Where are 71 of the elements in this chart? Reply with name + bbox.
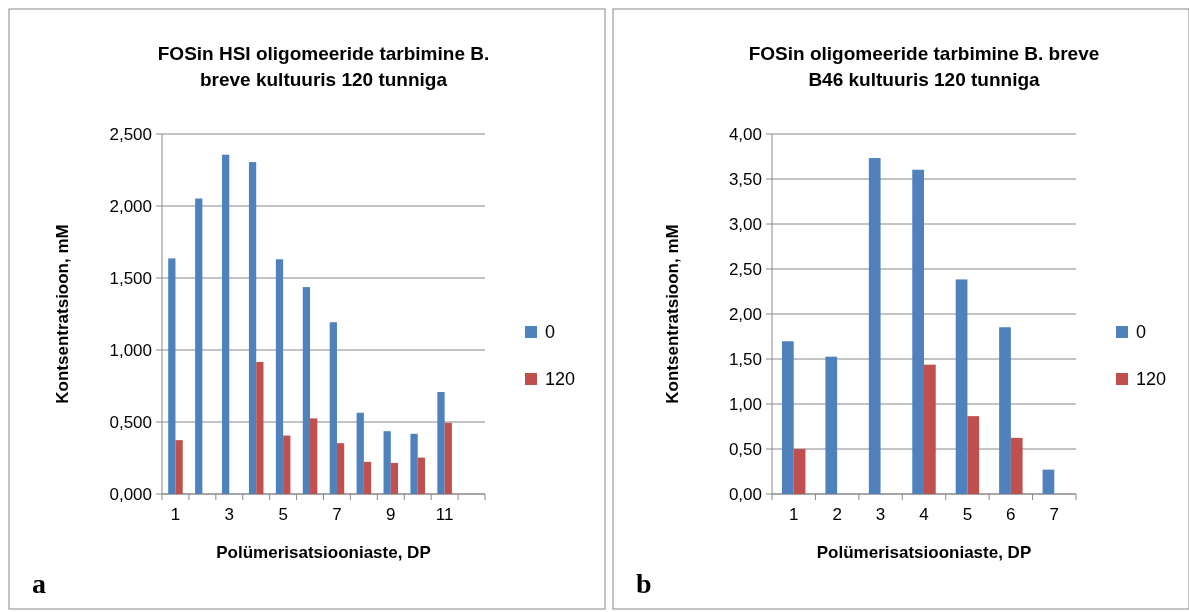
bar bbox=[222, 154, 230, 494]
bar bbox=[868, 158, 881, 494]
bar bbox=[967, 416, 980, 494]
bar bbox=[1042, 469, 1055, 494]
y-tick-label: 3,00 bbox=[728, 214, 762, 234]
x-axis-title: Polümerisatsiooniaste, DP bbox=[816, 543, 1032, 562]
x-tick-label: 7 bbox=[332, 505, 342, 524]
y-tick-label: 0,50 bbox=[728, 439, 762, 459]
y-axis-title: Kontsentratsioon, mM bbox=[663, 224, 682, 404]
y-tick-label: 0,500 bbox=[109, 412, 152, 432]
x-tick-label: 6 bbox=[1006, 505, 1016, 524]
x-tick-label: 2 bbox=[832, 505, 842, 524]
x-axis-title: Polümerisatsiooniaste, DP bbox=[216, 543, 431, 562]
bar bbox=[417, 457, 425, 494]
y-tick-label: 4,00 bbox=[728, 124, 762, 144]
x-tick-label: 7 bbox=[1049, 505, 1060, 524]
bar bbox=[444, 422, 452, 494]
y-tick-label: 2,00 bbox=[728, 304, 762, 324]
chart-title: FOSin HSI oligomeeride tarbimine B. breve kultuuris 120 tunniga bbox=[157, 43, 490, 90]
y-tick-label: 2,50 bbox=[728, 259, 762, 279]
x-tick-label: 3 bbox=[224, 505, 235, 524]
bar bbox=[437, 392, 445, 494]
x-tick-label: 5 bbox=[962, 505, 973, 524]
x-tick-label: 5 bbox=[278, 505, 288, 524]
y-tick-label: 1,00 bbox=[728, 394, 762, 414]
y-tick-label: 3,50 bbox=[728, 169, 762, 189]
bar bbox=[825, 356, 838, 494]
bar bbox=[1010, 437, 1023, 494]
bar bbox=[383, 431, 391, 494]
y-axis-title: Kontsentratsioon, mM bbox=[53, 224, 72, 404]
bar bbox=[924, 364, 936, 494]
legend-label: 0 bbox=[545, 322, 556, 343]
y-tick-label: 2,500 bbox=[109, 124, 152, 144]
text: b bbox=[636, 568, 652, 599]
bar bbox=[390, 462, 399, 494]
text: a bbox=[32, 568, 46, 599]
bar bbox=[248, 162, 257, 494]
legend-label: 120 bbox=[545, 369, 576, 390]
bar bbox=[999, 327, 1011, 494]
bar bbox=[410, 433, 418, 494]
x-tick-label: 3 bbox=[875, 505, 886, 524]
x-tick-label: 1 bbox=[170, 505, 181, 524]
x-tick-label: 4 bbox=[919, 505, 929, 524]
bar bbox=[363, 461, 372, 494]
bar bbox=[329, 322, 337, 494]
bar bbox=[793, 448, 806, 494]
x-tick-label: 1 bbox=[788, 505, 799, 524]
legend-label: 120 bbox=[1136, 369, 1167, 390]
x-tick-label: 9 bbox=[386, 505, 396, 524]
bar bbox=[168, 258, 176, 494]
y-tick-label: 1,000 bbox=[109, 340, 152, 360]
y-tick-label: 2,000 bbox=[109, 196, 152, 216]
bar bbox=[356, 412, 364, 494]
bar bbox=[781, 341, 794, 494]
bar bbox=[336, 443, 345, 494]
legend-label: 0 bbox=[1136, 322, 1147, 343]
bar bbox=[283, 435, 291, 494]
y-tick-label: 1,500 bbox=[109, 268, 152, 288]
bar bbox=[955, 279, 968, 494]
bar bbox=[195, 198, 203, 494]
bar bbox=[912, 169, 924, 494]
y-tick-label: 1,50 bbox=[728, 349, 762, 369]
y-tick-label: 0,00 bbox=[728, 484, 762, 504]
x-tick-label: 11 bbox=[435, 505, 454, 524]
bar bbox=[175, 440, 183, 494]
y-tick-label: 0,000 bbox=[109, 484, 152, 504]
chart-title: FOSin oligomeeride tarbimine B. breve B46 kultuuris 120 tunniga bbox=[748, 43, 1100, 90]
bar bbox=[302, 287, 311, 494]
bar bbox=[256, 361, 264, 494]
bar bbox=[275, 259, 284, 494]
bar bbox=[310, 418, 318, 494]
